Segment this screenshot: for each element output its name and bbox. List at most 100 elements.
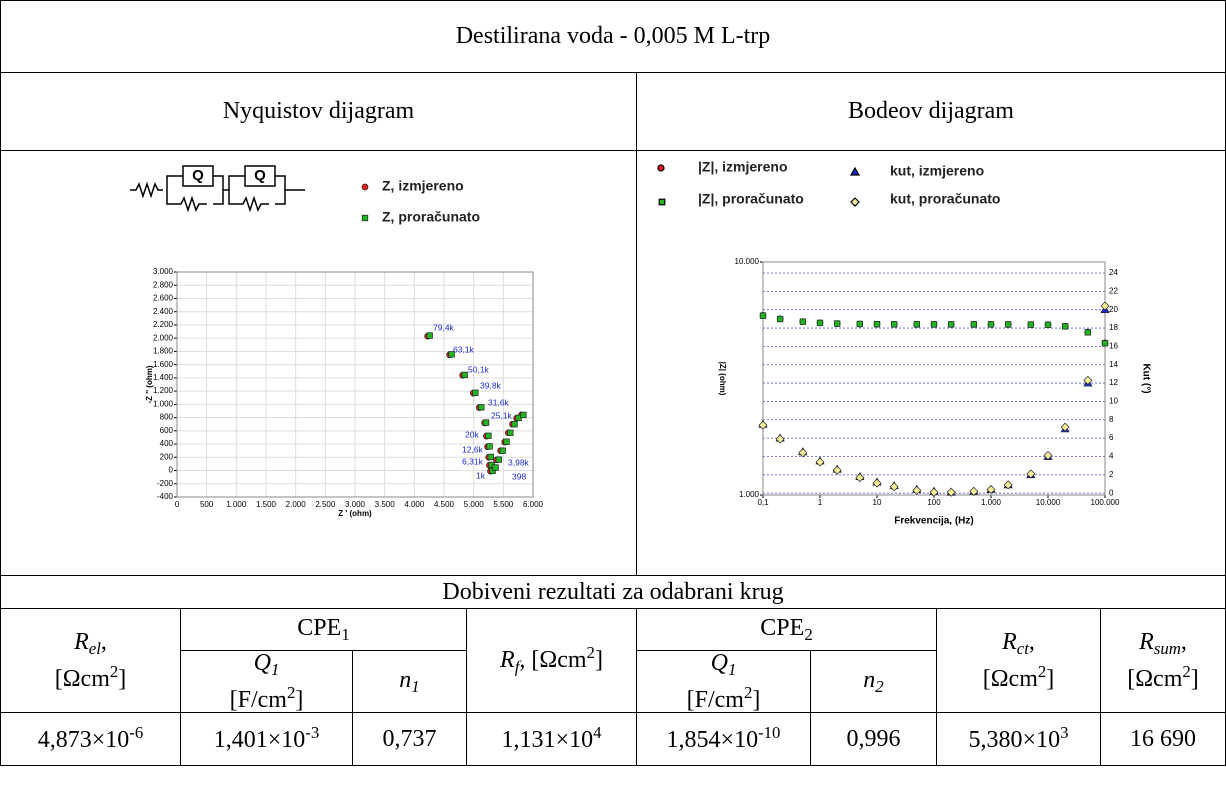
value-cell: 0,737 [352,712,467,766]
x-tick-label: 500 [200,500,214,509]
point [929,487,939,497]
value-cell: 1,401×10-3 [180,712,353,766]
nyquist-chart: Q Q Z, izmjereno Z, proračunato 0 500 1.000 1… [130,165,544,518]
y2-tick-label: 8 [1109,415,1114,424]
text-segment: 2 [109,661,119,681]
y2-axis-title: Kut (°) [1140,363,1151,393]
y-tick-label: -200 [157,479,174,488]
point [777,315,784,323]
text-segment: f [514,657,520,677]
text-segment: -3 [305,722,320,742]
text-segment: 2 [586,643,595,663]
y-tick-label: 2.400 [153,307,174,316]
point [873,321,881,328]
results-title-cell: Dobiveni rezultati za odabrani krug [0,575,1226,609]
point [485,432,492,439]
text-line: Rel, [74,626,107,661]
value-cell: 1,854×10-10 [636,712,811,766]
text-segment: Q [710,649,728,676]
point [511,421,518,428]
header-cell: Rct, [Ωcm2] [936,608,1101,713]
x-tick-label: 5.000 [464,500,485,509]
header-cell: Q1 [F/cm2] [180,650,353,713]
text-line: 16 690 [1130,723,1196,755]
point-label: 39,8k [480,380,502,390]
point [507,429,514,436]
point [815,457,825,467]
point [472,389,479,396]
text-segment: sum [1153,638,1181,658]
text-segment: ] [1190,665,1199,692]
y2-tick-label: 10 [1109,397,1118,406]
point-label: 31,6k [488,397,510,407]
point [1060,422,1070,432]
text-segment: 0,996 [846,725,901,752]
point-label: 20k [465,429,479,439]
point [1101,340,1109,347]
y-tick-label: 2.800 [153,280,174,289]
title: Destilirana voda - 0,005 M L-trp [455,23,771,50]
text-segment: 1 [270,659,280,679]
point-label: 1k [476,470,486,480]
y2-tick-label: 18 [1109,323,1118,332]
text-line: Q1 [254,647,280,682]
legend-marker [850,197,860,207]
y2-tick-label: 16 [1109,342,1118,351]
text-segment: ] [1046,665,1055,692]
text-line: CPE1 [297,612,349,647]
point [758,420,768,430]
point [891,321,898,328]
header-cell: Bodeov dijagram [636,72,1226,151]
text-segment: R [74,628,89,655]
text-segment: , [Ωcm [519,647,587,674]
text-segment: n [863,667,876,694]
text-line: 1,131×104 [502,722,602,757]
legend-marker [361,214,369,222]
y-tick-label: 1.800 [153,347,174,356]
y-tick-label: 3.000 [153,267,174,276]
text-segment: n [399,667,412,694]
point [426,332,433,339]
group-header-cell: CPE1 [180,608,467,651]
text-segment: 2 [804,625,813,645]
y-tick-label: 400 [160,439,174,448]
header: Nyquistov dijagram [222,98,415,125]
text-segment: 1 [727,659,737,679]
text-segment: ] [295,686,304,713]
x-tick-label: 4.000 [404,500,425,509]
x-tick-label: 6.000 [523,500,544,509]
title-cell: Destilirana voda - 0,005 M L-trp [0,0,1226,73]
point [912,485,922,495]
y2-tick-label: 0 [1109,488,1114,497]
point [775,434,785,444]
x-tick-label: 5.500 [493,500,514,509]
point-label: 25,1k [491,410,513,420]
point [1100,301,1110,311]
text-segment: 2 [743,682,753,702]
point [930,321,938,328]
text-segment: , [1180,628,1187,655]
y-tick-label: -400 [157,492,174,501]
text-segment: , [1028,628,1035,655]
point [759,312,767,319]
header-cell: Nyquistov dijagram [0,72,637,151]
text-segment: 0,737 [382,725,437,752]
point [889,482,899,492]
point [799,318,806,325]
legend-label: |Z|, proračunato [698,191,804,207]
circuit-label: Q [254,167,266,184]
x-tick-label: 0 [175,500,180,509]
y-tick-label: 1.400 [153,373,174,382]
text-segment: ] [118,665,127,692]
point [482,419,490,426]
text-line: [Ωcm2] [983,661,1055,696]
point [499,447,506,454]
text-segment: 1,131×10 [501,726,594,753]
text-segment: 2 [1037,661,1047,681]
y2-tick-label: 14 [1109,360,1118,369]
point [856,320,863,328]
text-segment: R [1002,628,1017,655]
value-cell: 0,996 [810,712,937,766]
header-cell: Q1 [F/cm2] [636,650,811,713]
